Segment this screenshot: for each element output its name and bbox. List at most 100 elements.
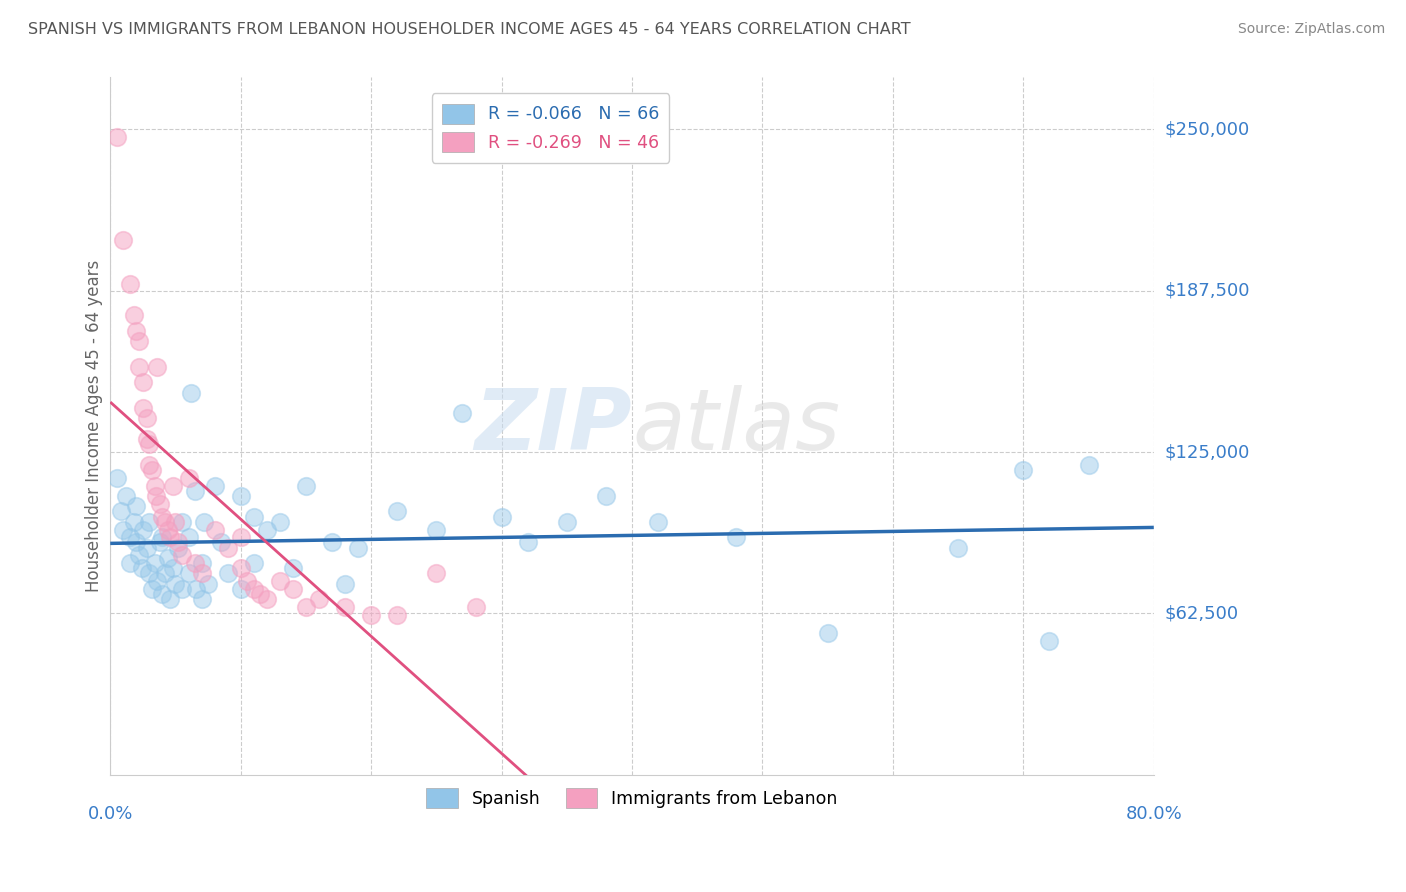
Point bbox=[555, 515, 578, 529]
Point bbox=[162, 561, 184, 575]
Point bbox=[167, 535, 190, 549]
Point bbox=[308, 592, 330, 607]
Point bbox=[242, 509, 264, 524]
Point bbox=[295, 478, 318, 492]
Point bbox=[170, 549, 193, 563]
Point bbox=[141, 463, 163, 477]
Point bbox=[125, 500, 148, 514]
Point bbox=[333, 576, 356, 591]
Point bbox=[159, 592, 181, 607]
Point bbox=[146, 359, 169, 374]
Point bbox=[165, 515, 187, 529]
Point bbox=[197, 576, 219, 591]
Point bbox=[1077, 458, 1099, 472]
Point bbox=[153, 515, 176, 529]
Point bbox=[193, 515, 215, 529]
Point bbox=[242, 582, 264, 596]
Text: ZIP: ZIP bbox=[474, 384, 633, 467]
Text: atlas: atlas bbox=[633, 384, 839, 467]
Point bbox=[170, 582, 193, 596]
Point bbox=[138, 458, 160, 472]
Point bbox=[128, 549, 150, 563]
Point bbox=[122, 308, 145, 322]
Point bbox=[1038, 633, 1060, 648]
Point bbox=[425, 566, 447, 581]
Point bbox=[125, 535, 148, 549]
Point bbox=[122, 515, 145, 529]
Point bbox=[256, 592, 278, 607]
Legend: Spanish, Immigrants from Lebanon: Spanish, Immigrants from Lebanon bbox=[419, 781, 845, 815]
Text: $187,500: $187,500 bbox=[1166, 282, 1250, 300]
Point bbox=[156, 523, 179, 537]
Point bbox=[143, 556, 166, 570]
Point bbox=[725, 530, 748, 544]
Point bbox=[451, 406, 474, 420]
Text: $62,500: $62,500 bbox=[1166, 605, 1239, 623]
Point bbox=[135, 432, 157, 446]
Point bbox=[595, 489, 617, 503]
Point bbox=[229, 530, 252, 544]
Point bbox=[132, 376, 155, 390]
Point bbox=[152, 509, 174, 524]
Point bbox=[817, 625, 839, 640]
Point bbox=[281, 582, 304, 596]
Point bbox=[131, 561, 153, 575]
Point bbox=[464, 600, 486, 615]
Point bbox=[217, 541, 239, 555]
Point bbox=[162, 478, 184, 492]
Point bbox=[236, 574, 259, 589]
Point bbox=[138, 566, 160, 581]
Point bbox=[190, 556, 212, 570]
Point bbox=[128, 359, 150, 374]
Point bbox=[115, 489, 138, 503]
Point bbox=[347, 541, 370, 555]
Y-axis label: Householder Income Ages 45 - 64 years: Householder Income Ages 45 - 64 years bbox=[86, 260, 103, 592]
Point bbox=[190, 592, 212, 607]
Point bbox=[177, 566, 200, 581]
Point bbox=[125, 324, 148, 338]
Point bbox=[118, 530, 141, 544]
Point bbox=[1012, 463, 1035, 477]
Point bbox=[204, 478, 226, 492]
Point bbox=[110, 504, 132, 518]
Point bbox=[135, 411, 157, 425]
Point bbox=[143, 478, 166, 492]
Point bbox=[165, 576, 187, 591]
Point bbox=[180, 385, 202, 400]
Point bbox=[184, 556, 207, 570]
Point bbox=[152, 530, 174, 544]
Point bbox=[138, 515, 160, 529]
Point bbox=[186, 582, 208, 596]
Point bbox=[149, 535, 172, 549]
Point bbox=[128, 334, 150, 348]
Point bbox=[118, 556, 141, 570]
Point bbox=[159, 530, 181, 544]
Point bbox=[516, 535, 538, 549]
Point bbox=[269, 574, 291, 589]
Point bbox=[333, 600, 356, 615]
Point bbox=[281, 561, 304, 575]
Point bbox=[217, 566, 239, 581]
Point bbox=[132, 523, 155, 537]
Point bbox=[229, 582, 252, 596]
Point bbox=[112, 233, 135, 247]
Text: Source: ZipAtlas.com: Source: ZipAtlas.com bbox=[1237, 22, 1385, 37]
Point bbox=[647, 515, 669, 529]
Point bbox=[105, 471, 128, 485]
Point bbox=[190, 566, 212, 581]
Point bbox=[105, 129, 128, 144]
Point bbox=[209, 535, 232, 549]
Point bbox=[112, 523, 135, 537]
Point bbox=[132, 401, 155, 416]
Point bbox=[229, 561, 252, 575]
Point bbox=[946, 541, 969, 555]
Point bbox=[425, 523, 447, 537]
Point bbox=[141, 582, 163, 596]
Point bbox=[149, 497, 172, 511]
Point bbox=[145, 489, 167, 503]
Point bbox=[118, 277, 141, 292]
Point bbox=[170, 515, 193, 529]
Point bbox=[387, 504, 409, 518]
Text: 0.0%: 0.0% bbox=[87, 805, 134, 823]
Point bbox=[204, 523, 226, 537]
